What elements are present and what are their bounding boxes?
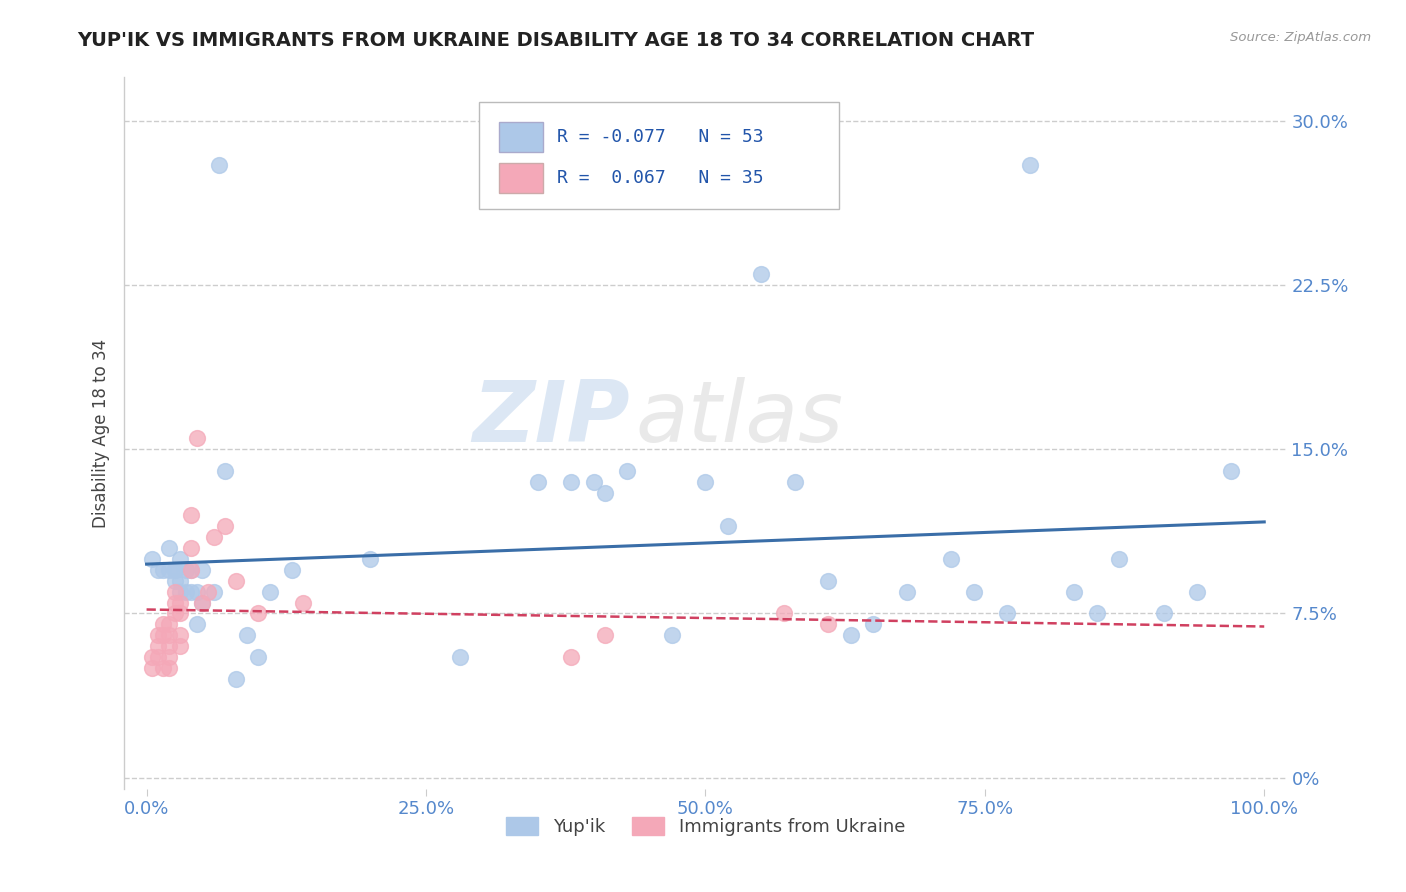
Point [695, 475, 717, 490]
Legend: Yup'ik, Immigrants from Ukraine: Yup'ik, Immigrants from Ukraine [498, 810, 912, 844]
Point [180, 508, 202, 522]
Text: atlas: atlas [636, 377, 844, 460]
Point [717, 519, 740, 533]
Point [962, 584, 984, 599]
Point [152, 563, 174, 577]
Point [169, 574, 191, 588]
Point [560, 650, 582, 665]
Point [180, 563, 202, 577]
Point [146, 563, 169, 577]
Point [146, 628, 169, 642]
Point [157, 628, 180, 642]
Point [208, 158, 231, 172]
Point [247, 650, 270, 665]
Point [247, 607, 270, 621]
Point [186, 617, 208, 632]
Point [163, 607, 186, 621]
Point [772, 607, 794, 621]
Point [169, 640, 191, 654]
Point [526, 475, 548, 490]
Point [359, 551, 381, 566]
Point [1219, 464, 1241, 478]
Point [839, 628, 862, 642]
Point [1185, 584, 1208, 599]
Point [169, 607, 191, 621]
Point [152, 661, 174, 675]
Point [157, 563, 180, 577]
Point [169, 628, 191, 642]
Point [236, 628, 259, 642]
Point [1085, 607, 1108, 621]
Point [941, 551, 963, 566]
Point [749, 268, 772, 282]
Point [593, 486, 616, 500]
Text: Source: ZipAtlas.com: Source: ZipAtlas.com [1230, 31, 1371, 45]
Point [163, 574, 186, 588]
Point [191, 596, 214, 610]
Point [180, 541, 202, 555]
Point [616, 464, 638, 478]
Point [174, 563, 197, 577]
Point [896, 584, 918, 599]
Point [214, 519, 236, 533]
Point [817, 574, 839, 588]
Point [582, 475, 605, 490]
Y-axis label: Disability Age 18 to 34: Disability Age 18 to 34 [93, 338, 110, 527]
Point [1063, 584, 1085, 599]
Point [157, 661, 180, 675]
Point [214, 464, 236, 478]
Point [191, 596, 214, 610]
Point [141, 551, 163, 566]
Point [1108, 551, 1130, 566]
Point [141, 650, 163, 665]
Point [169, 551, 191, 566]
Point [157, 640, 180, 654]
Point [180, 563, 202, 577]
Point [163, 596, 186, 610]
Bar [499, 162, 543, 193]
Point [146, 640, 169, 654]
Point [191, 563, 214, 577]
Point [169, 584, 191, 599]
Bar [499, 122, 543, 153]
Point [995, 607, 1018, 621]
Point [225, 574, 247, 588]
Point [174, 584, 197, 599]
Point [146, 650, 169, 665]
Point [1018, 158, 1040, 172]
Point [169, 596, 191, 610]
Text: YUP'IK VS IMMIGRANTS FROM UKRAINE DISABILITY AGE 18 TO 34 CORRELATION CHART: YUP'IK VS IMMIGRANTS FROM UKRAINE DISABI… [77, 31, 1035, 50]
Point [197, 584, 219, 599]
Point [661, 628, 683, 642]
Point [163, 584, 186, 599]
Point [186, 584, 208, 599]
Text: R = -0.077   N = 53: R = -0.077 N = 53 [557, 128, 763, 146]
Point [163, 563, 186, 577]
Point [449, 650, 471, 665]
Point [281, 563, 304, 577]
Point [560, 475, 582, 490]
Point [202, 530, 225, 544]
Point [593, 628, 616, 642]
Text: ZIP: ZIP [472, 377, 630, 460]
Point [783, 475, 806, 490]
Point [817, 617, 839, 632]
Point [1153, 607, 1175, 621]
Point [157, 617, 180, 632]
Point [186, 432, 208, 446]
Text: R =  0.067   N = 35: R = 0.067 N = 35 [557, 169, 763, 186]
Point [157, 541, 180, 555]
Point [152, 628, 174, 642]
Point [180, 584, 202, 599]
Point [202, 584, 225, 599]
Point [259, 584, 281, 599]
Point [152, 617, 174, 632]
Point [157, 650, 180, 665]
Point [141, 661, 163, 675]
Point [163, 563, 186, 577]
Point [292, 596, 315, 610]
Point [862, 617, 884, 632]
Point [225, 672, 247, 686]
FancyBboxPatch shape [478, 103, 839, 209]
